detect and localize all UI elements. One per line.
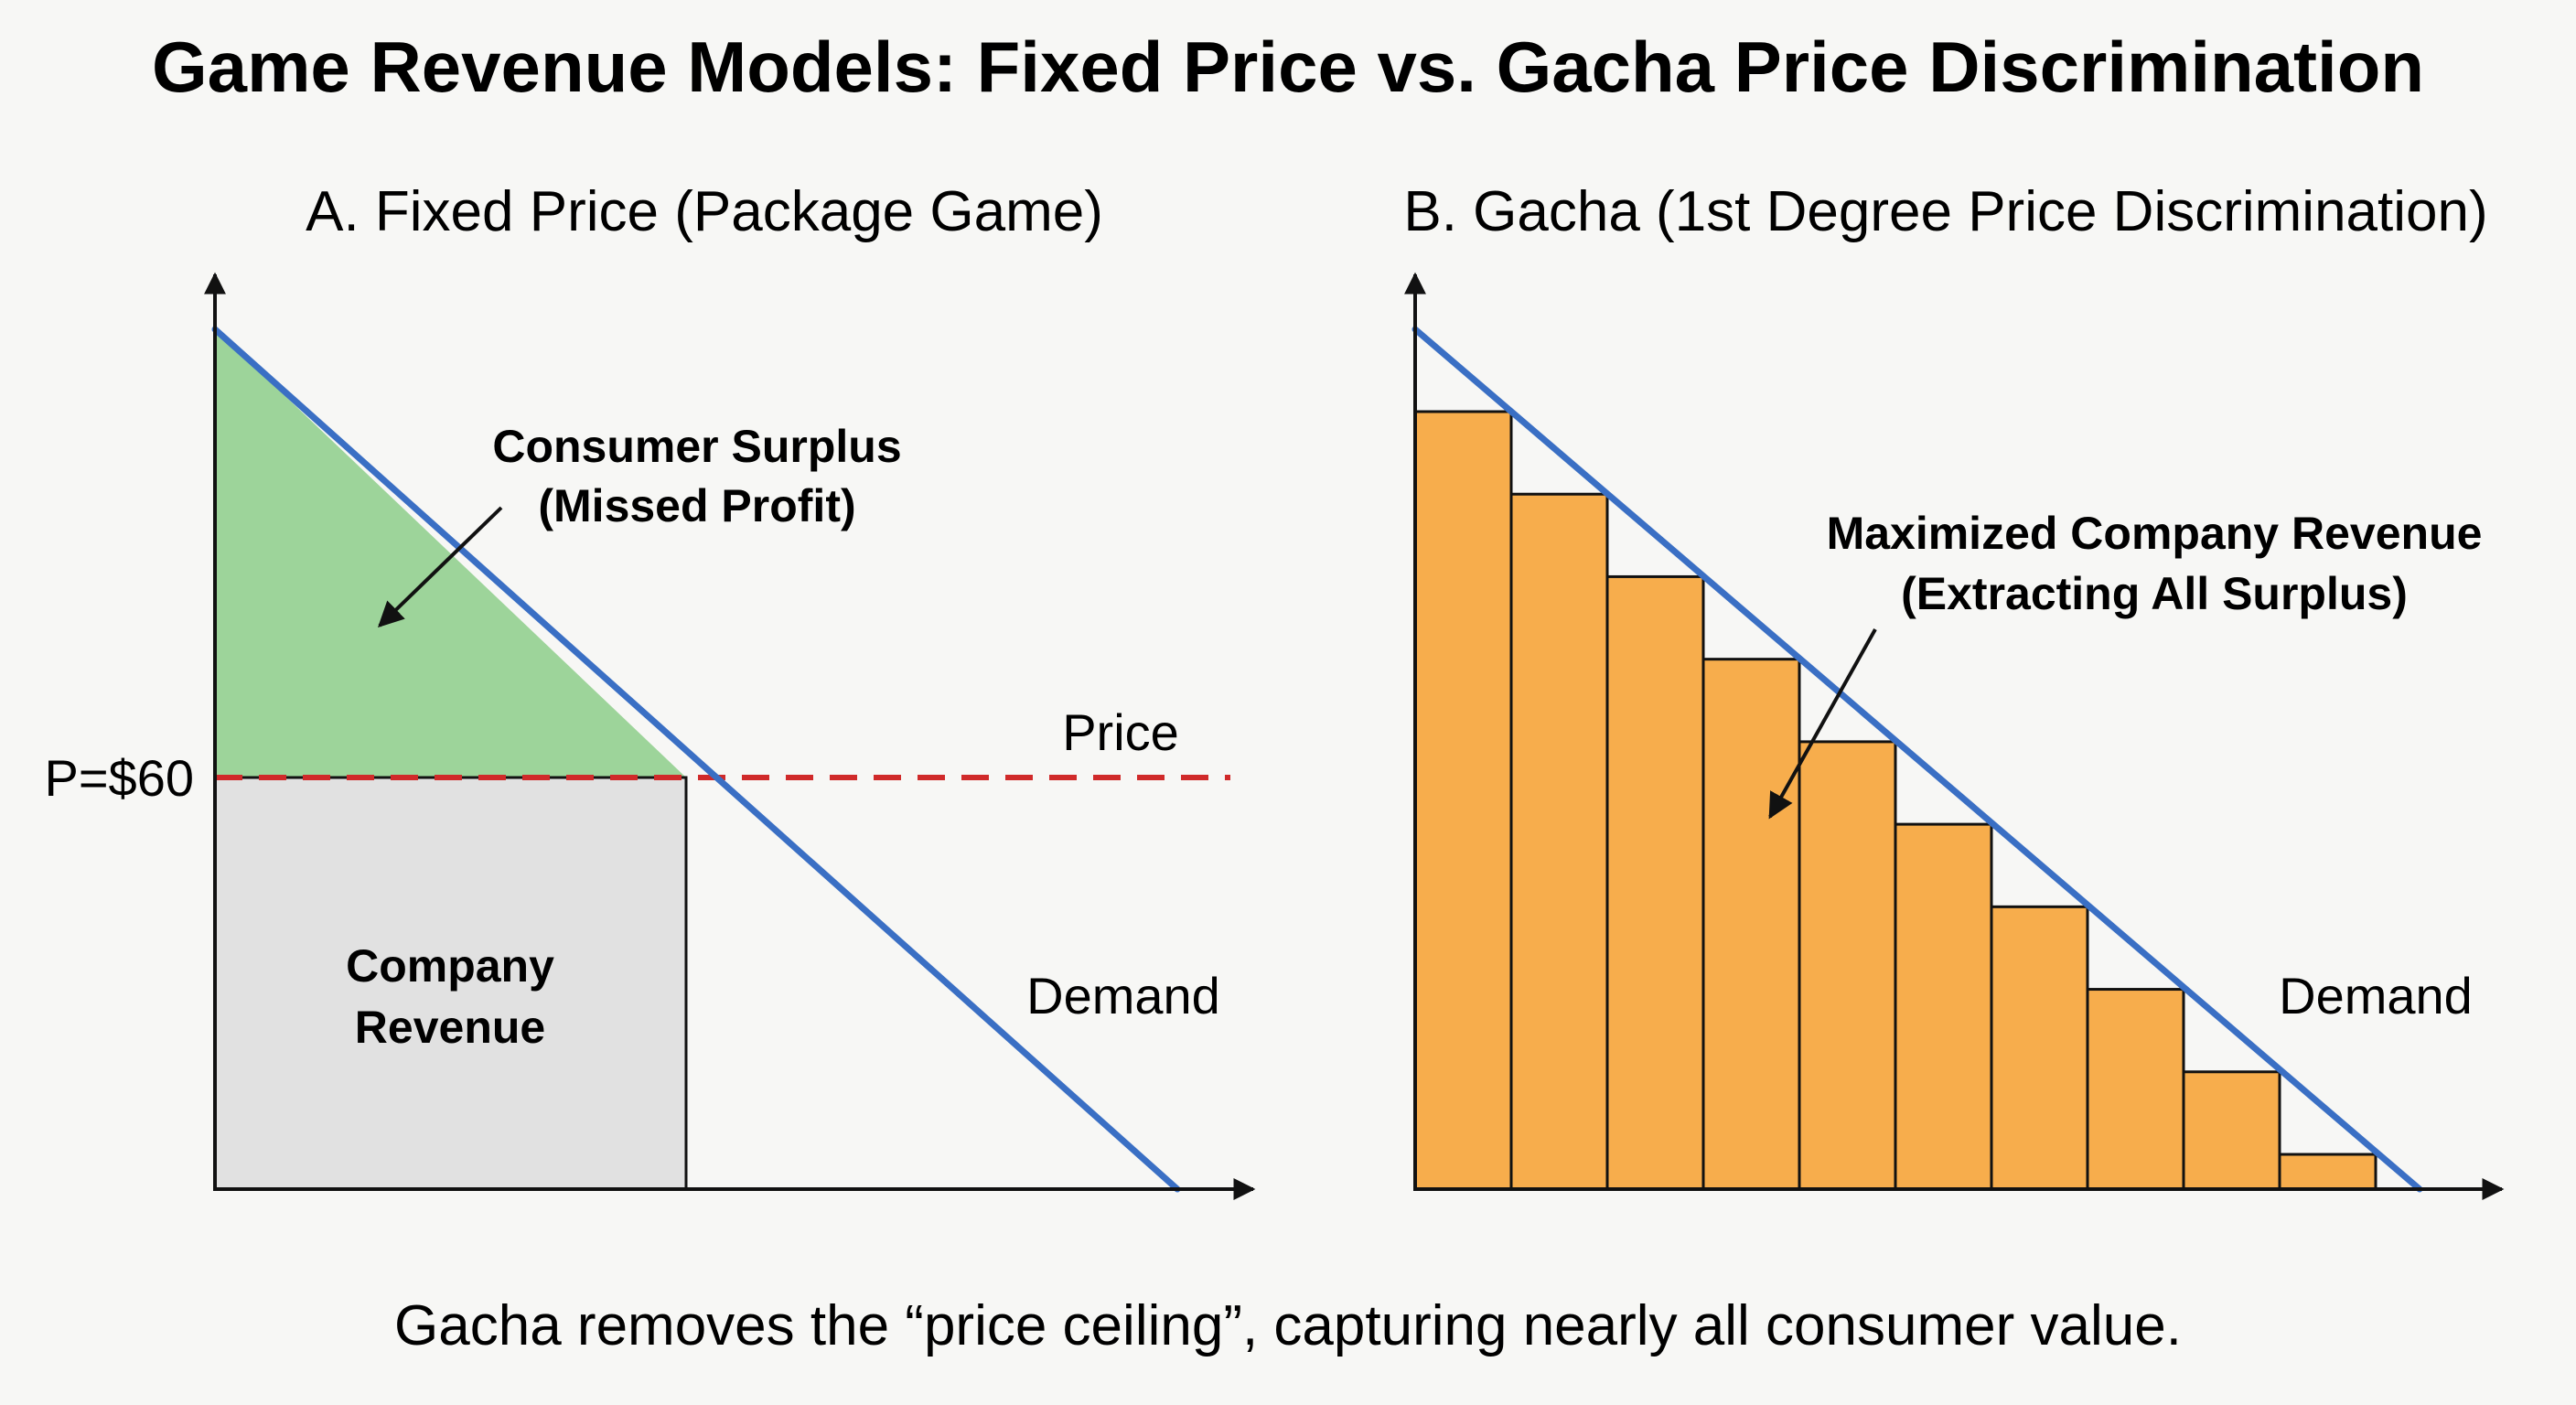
gacha-bars xyxy=(1413,410,2377,1191)
gacha-bar xyxy=(1413,410,1513,1191)
gacha-bar xyxy=(2182,1070,2281,1191)
panel-a: A. Fixed Price (Package Game) P=$60 Pric… xyxy=(45,180,1256,1200)
consumer-surplus-label: Consumer Surplus xyxy=(492,421,901,472)
consumer-surplus-arrow xyxy=(377,506,503,627)
company-revenue-sublabel: Revenue xyxy=(355,1002,545,1053)
gacha-bar xyxy=(2278,1153,2377,1191)
demand-label-b: Demand xyxy=(2279,967,2473,1024)
consumer-surplus-sublabel: (Missed Profit) xyxy=(538,480,855,531)
demand-line-a xyxy=(211,326,1181,1193)
gacha-bar xyxy=(1701,658,1801,1191)
price-tick-label: P=$60 xyxy=(45,749,195,807)
demand-line-b xyxy=(1411,326,2423,1193)
consumer-surplus-area xyxy=(215,329,686,778)
gacha-bar xyxy=(1605,574,1705,1191)
maximized-revenue-arrow xyxy=(1768,628,1877,820)
gacha-bar xyxy=(1798,740,1897,1191)
panel-b-title: B. Gacha (1st Degree Price Discriminatio… xyxy=(1403,180,2487,243)
maximized-revenue-label: Maximized Company Revenue xyxy=(1827,508,2483,559)
gacha-bar xyxy=(1509,492,1609,1191)
demand-label-a: Demand xyxy=(1026,967,1220,1024)
caption: Gacha removes the “price ceiling”, captu… xyxy=(394,1294,2182,1357)
maximized-revenue-sublabel: (Extracting All Surplus) xyxy=(1901,568,2408,619)
panel-a-title: A. Fixed Price (Package Game) xyxy=(306,180,1103,243)
panel-b: B. Gacha (1st Degree Price Discriminatio… xyxy=(1403,180,2505,1200)
main-title: Game Revenue Models: Fixed Price vs. Gac… xyxy=(152,27,2424,107)
price-label: Price xyxy=(1062,703,1179,761)
gacha-bar xyxy=(2086,988,2185,1191)
company-revenue-label: Company xyxy=(346,940,554,992)
gacha-bar xyxy=(1990,905,2089,1191)
gacha-bar xyxy=(1894,822,1993,1191)
